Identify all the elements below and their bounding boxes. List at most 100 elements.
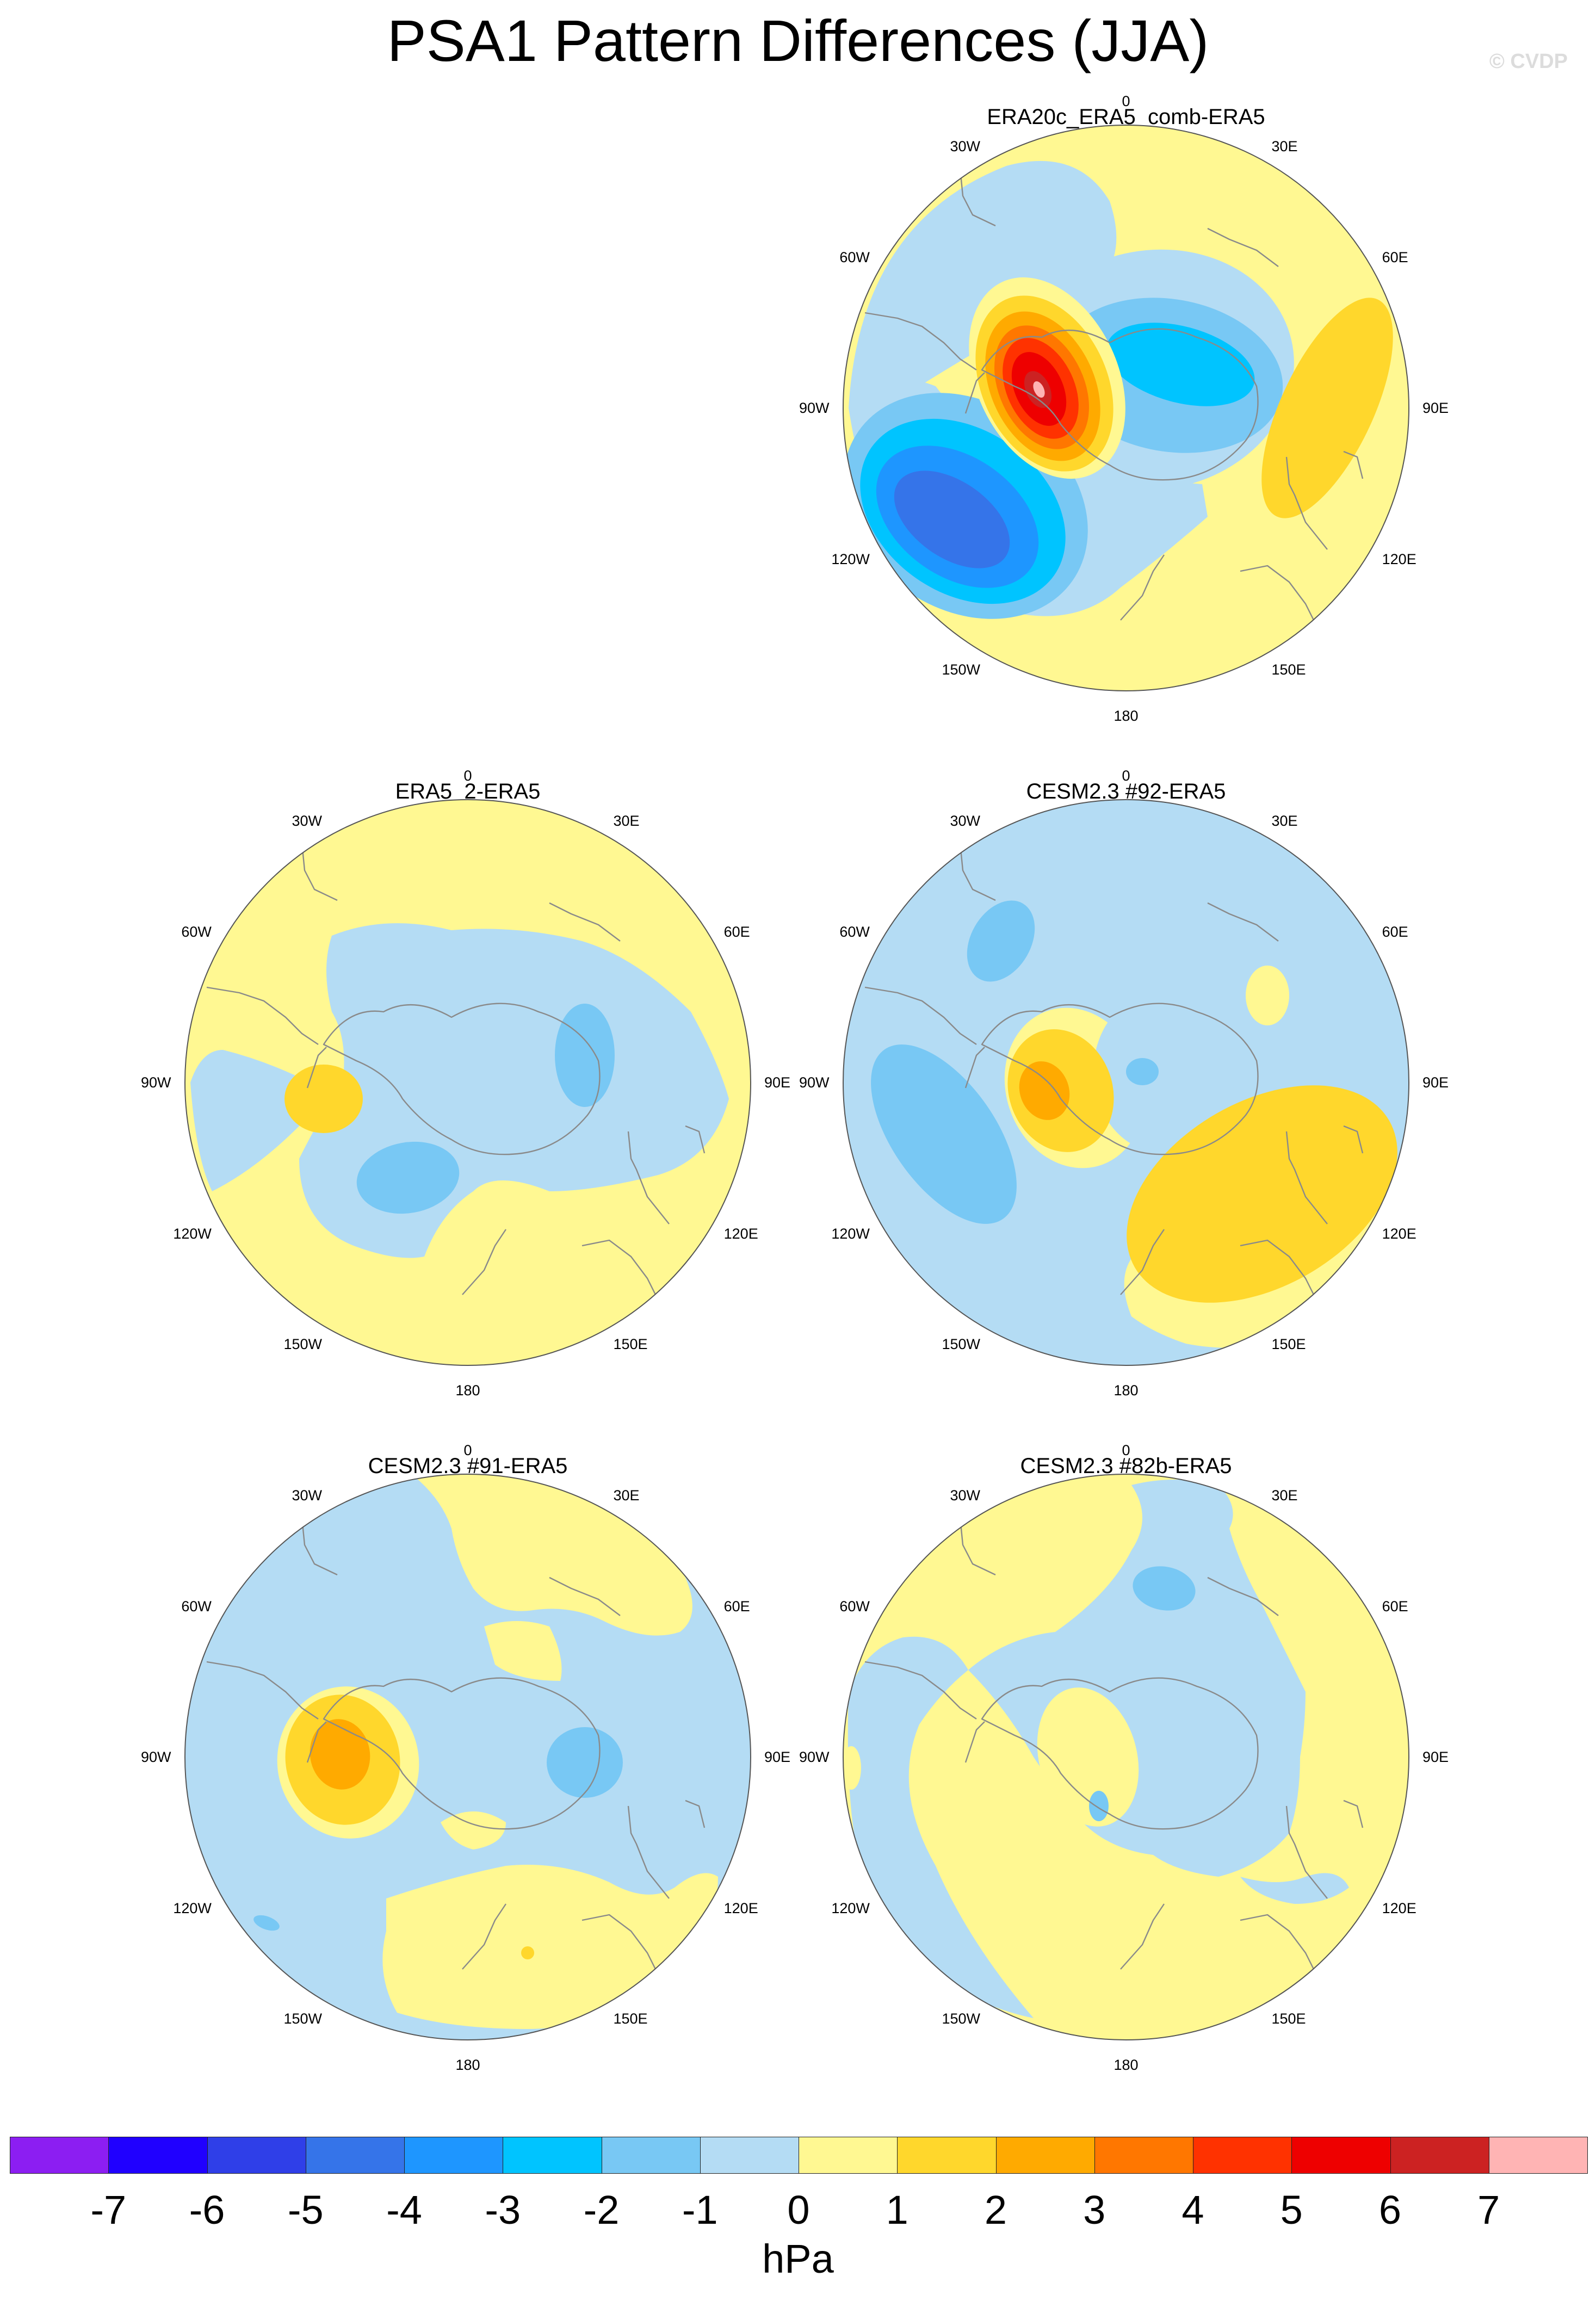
lon-label: 60W <box>839 923 870 940</box>
colorbar-box <box>10 2137 109 2174</box>
figure-title: PSA1 Pattern Differences (JJA) <box>387 8 1209 73</box>
coastline <box>1285 456 1328 550</box>
lon-label: 30W <box>950 1487 981 1504</box>
neg-5-region <box>894 471 1010 568</box>
neg-1-region <box>190 1050 310 1191</box>
map-svg <box>184 799 751 1366</box>
lon-label: 150E <box>1271 2010 1306 2027</box>
colorbar <box>10 2137 1588 2174</box>
coastlines <box>864 807 1364 1301</box>
coastline <box>1120 554 1165 621</box>
lon-label: 30W <box>950 138 981 155</box>
colorbar-tick-label: 0 <box>787 2187 810 2232</box>
map-svg <box>184 1474 751 2040</box>
coastline <box>981 1003 1259 1155</box>
lon-label: 150E <box>613 2010 648 2027</box>
coastline <box>1120 1229 1165 1295</box>
colorbar-tick-label: -7 <box>90 2187 127 2232</box>
colorbar-box <box>601 2137 701 2174</box>
lon-label: 60W <box>181 923 212 940</box>
lon-label: 60E <box>1382 1598 1408 1615</box>
pos-2-region <box>521 1946 534 1959</box>
lon-label: 180 <box>1114 1382 1139 1399</box>
lon-label: 120W <box>831 550 870 567</box>
lon-label: 120W <box>173 1225 212 1242</box>
colorbar-box <box>108 2137 208 2174</box>
colorbar-tick-label: -5 <box>287 2187 324 2232</box>
colorbar-tick-label: 4 <box>1181 2187 1204 2232</box>
lon-label: 30W <box>292 1487 323 1504</box>
neg-2-region <box>967 900 1035 982</box>
pos-2-region <box>284 1065 363 1133</box>
coastline <box>549 902 621 942</box>
colorbar-box <box>1094 2137 1193 2174</box>
coastline <box>1207 1576 1279 1616</box>
neg-2-region <box>1133 1566 1196 1611</box>
lon-label: 30E <box>1271 1487 1298 1504</box>
coastline <box>864 986 977 1045</box>
lon-label: 180 <box>1114 2057 1139 2073</box>
pos-3-region <box>310 1719 370 1790</box>
coastlines <box>206 1482 706 1975</box>
colorbar-box <box>1488 2137 1588 2174</box>
pos-2-region <box>1261 298 1393 518</box>
lon-label: 120E <box>1382 1900 1416 1916</box>
lon-label: 180 <box>455 2057 480 2073</box>
neg-2-region <box>253 1915 280 1931</box>
colorbar-tick-label: 3 <box>1083 2187 1106 2232</box>
lon-label: 150W <box>942 661 981 678</box>
coastline <box>1343 1799 1364 1828</box>
colorbar-tick-label: 7 <box>1477 2187 1500 2232</box>
neg-2-region <box>1126 1058 1159 1085</box>
map-fill <box>185 1474 751 2040</box>
coastline <box>964 1047 985 1088</box>
colorbar-box <box>207 2137 306 2174</box>
coastline <box>549 1576 621 1616</box>
lon-label: 90E <box>1422 400 1449 416</box>
colorbar-box <box>1390 2137 1489 2174</box>
colorbar-tick-label: 6 <box>1378 2187 1402 2232</box>
lon-label: 180 <box>1114 708 1139 724</box>
colorbar-box <box>897 2137 997 2174</box>
lon-label: 150E <box>1271 661 1306 678</box>
neg-1-region <box>898 800 1353 1043</box>
lon-label: 150W <box>283 1335 323 1352</box>
lon-label: 150E <box>1271 1335 1306 1352</box>
lon-label: 90E <box>1422 1074 1449 1091</box>
colorbar-box <box>700 2137 799 2174</box>
neg-3-region <box>1106 323 1255 406</box>
pos-1-region <box>1246 966 1289 1025</box>
lon-label: 90E <box>764 1749 791 1765</box>
coastline <box>1207 902 1279 942</box>
coastline <box>1285 1805 1328 1899</box>
coastline <box>306 1721 327 1763</box>
colorbar-box <box>995 2137 1095 2174</box>
colorbar-box <box>1291 2137 1391 2174</box>
coastline <box>1240 1239 1317 1301</box>
map-border <box>184 1474 751 2040</box>
lon-label: 60E <box>723 1598 750 1615</box>
coastline <box>206 986 319 1045</box>
coastline <box>582 1239 659 1301</box>
pos-7-peak <box>1033 381 1045 398</box>
lon-label: 0 <box>463 1442 472 1458</box>
lon-label: 30E <box>613 813 640 830</box>
pos-1-region <box>484 1621 562 1681</box>
panel-cesm2-3-91: CESM2.3 #91-ERA5 0 30E 60E 90E 120E 150E 180 15… <box>141 1442 790 2121</box>
coastline <box>981 328 1259 481</box>
lon-label: 90W <box>799 1074 830 1091</box>
neg-1-region <box>1240 1873 1349 1904</box>
neg-1-region <box>849 160 1117 416</box>
map-svg <box>843 125 1409 691</box>
colorbar-tick-label: 2 <box>984 2187 1007 2232</box>
lon-label: 90W <box>799 1749 830 1765</box>
coastline <box>864 312 977 370</box>
watermark: © CVDP <box>1489 50 1568 73</box>
coastline <box>462 1229 506 1295</box>
coastline <box>964 372 985 414</box>
coastline <box>323 1003 601 1155</box>
coastline <box>1285 1131 1328 1224</box>
colorbar-tick-label: -2 <box>583 2187 620 2232</box>
colorbar-box <box>1193 2137 1292 2174</box>
